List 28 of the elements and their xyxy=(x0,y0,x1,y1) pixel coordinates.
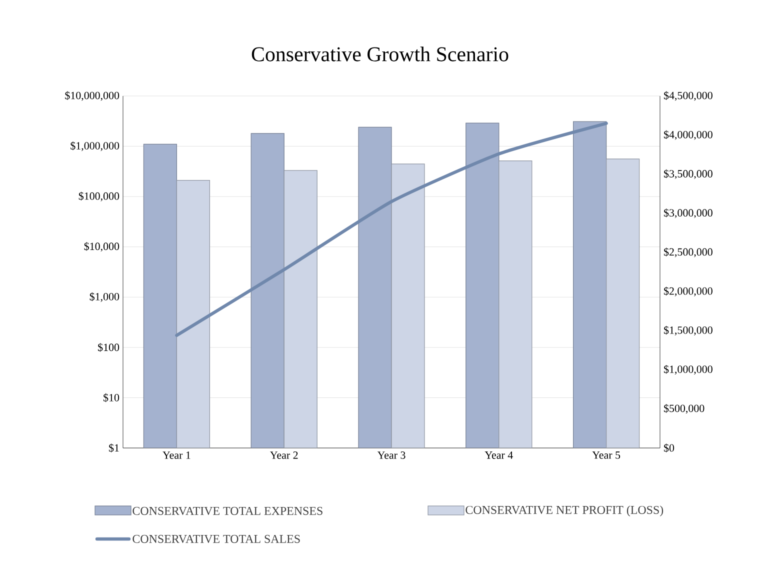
y-tick-label: $100,000 xyxy=(78,192,120,202)
y2-tick-label: $0 xyxy=(664,444,674,452)
legend-label: CONSERVATIVE TOTAL SALES xyxy=(132,534,300,544)
y2-tick-label: $1,000,000 xyxy=(664,364,712,375)
y2-tick-label: $2,000,000 xyxy=(664,286,712,296)
y-tick-label: $10,000 xyxy=(84,242,120,252)
y-tick-label: $10,000,000 xyxy=(65,91,120,101)
y-tick-label: $100 xyxy=(98,343,120,352)
x-tick-label: Year 4 xyxy=(484,452,513,459)
x-tick-label: Year 2 xyxy=(270,452,298,459)
legend-label: CONSERVATIVE TOTAL EXPENSES xyxy=(132,506,322,516)
y-tick-label: $1 xyxy=(109,444,119,452)
legend-label: CONSERVATIVE NET PROFIT (LOSS) xyxy=(466,506,664,516)
y2-tick-label: $500,000 xyxy=(664,404,704,414)
y2-tick-label: $3,000,000 xyxy=(664,208,712,218)
y-tick-label: $1,000 xyxy=(90,292,120,302)
y2-tick-label: $2,500,000 xyxy=(664,248,712,258)
x-tick-label: Year 5 xyxy=(592,452,620,459)
y2-tick-label: $3,500,000 xyxy=(664,169,712,180)
y-tick-label: $10 xyxy=(104,393,120,402)
y2-tick-label: $1,500,000 xyxy=(664,326,712,336)
y2-tick-label: $4,500,000 xyxy=(664,91,712,101)
line-series xyxy=(175,122,608,337)
x-tick-label: Year 1 xyxy=(162,452,190,459)
x-tick-label: Year 3 xyxy=(377,452,406,459)
y-tick-label: $1,000,000 xyxy=(70,141,120,152)
chart-title: Conservative Growth Scenario xyxy=(252,46,508,62)
y2-tick-label: $4,000,000 xyxy=(664,130,712,140)
